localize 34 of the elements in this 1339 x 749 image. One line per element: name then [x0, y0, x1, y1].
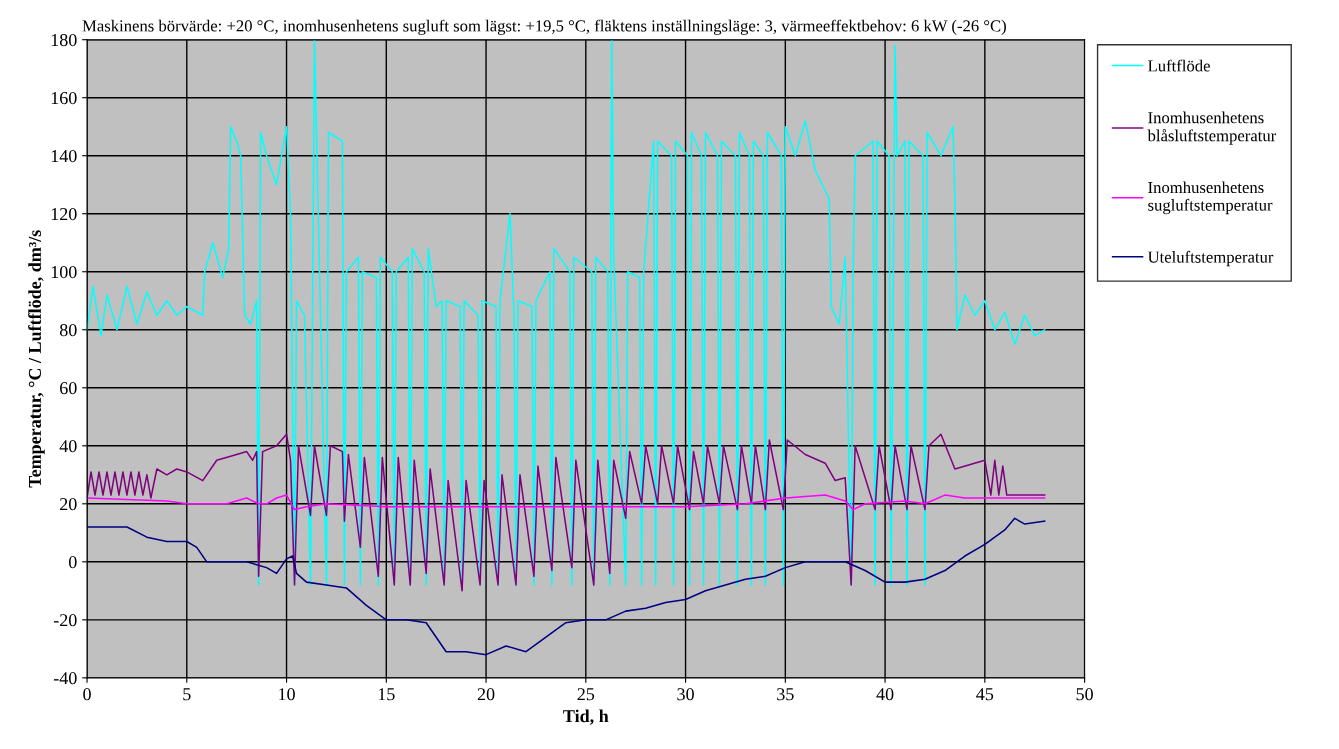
y-tick-label: 20 — [60, 498, 77, 511]
line-series — [87, 39, 1046, 586]
x-tick-label: 10 — [279, 688, 295, 701]
x-tick-label: 0 — [83, 688, 91, 701]
x-tick-label: 15 — [378, 688, 395, 701]
y-tick-label: 40 — [59, 440, 77, 453]
x-tick-label: 35 — [777, 688, 794, 701]
legend-label: Luftflöde — [1148, 59, 1210, 72]
x-tick-label: 45 — [976, 688, 994, 701]
line-series — [87, 517, 1046, 656]
y-tick-label: -40 — [53, 672, 77, 685]
line-series — [87, 433, 1046, 592]
x-tick-label: 30 — [677, 688, 694, 701]
y-tick-label: 100 — [51, 266, 77, 279]
x-tick-label: 40 — [876, 688, 894, 701]
y-tick-label: 160 — [51, 91, 77, 105]
line-series — [87, 494, 1046, 511]
y-tick-label: 0 — [68, 556, 77, 569]
y-tick-label: 80 — [59, 324, 77, 337]
x-tick-label: 25 — [577, 688, 595, 701]
x-tick-label: 50 — [1076, 688, 1093, 701]
y-tick-label: 140 — [51, 149, 77, 163]
y-tick-label: 180 — [51, 33, 77, 47]
x-axis-title: Tid, h — [563, 709, 609, 725]
x-tick-label: 5 — [183, 688, 191, 701]
y-axis-title: Temperatur, °C / Luftflöde, dm³/s — [28, 230, 45, 488]
y-tick-label: 120 — [51, 207, 77, 221]
y-tick-label: 60 — [60, 382, 77, 395]
y-tick-label: -20 — [53, 614, 77, 627]
legend-label: Uteluftstemperatur — [1147, 250, 1274, 267]
legend-label: Inomhusenhetens blåsluftstemperatur — [1147, 111, 1277, 145]
chart-title: Maskinens börvärde: +20 °C, inomhusenhetens sugluft som lägst: +19,5 °C, fläktens inställningsläge: 3, värmeeffektbehov: 6 kW (-26 °C) — [82, 19, 1006, 35]
legend-label: Inomhusenhetens sugluftstemperatur — [1148, 181, 1273, 215]
x-tick-label: 20 — [477, 688, 495, 701]
